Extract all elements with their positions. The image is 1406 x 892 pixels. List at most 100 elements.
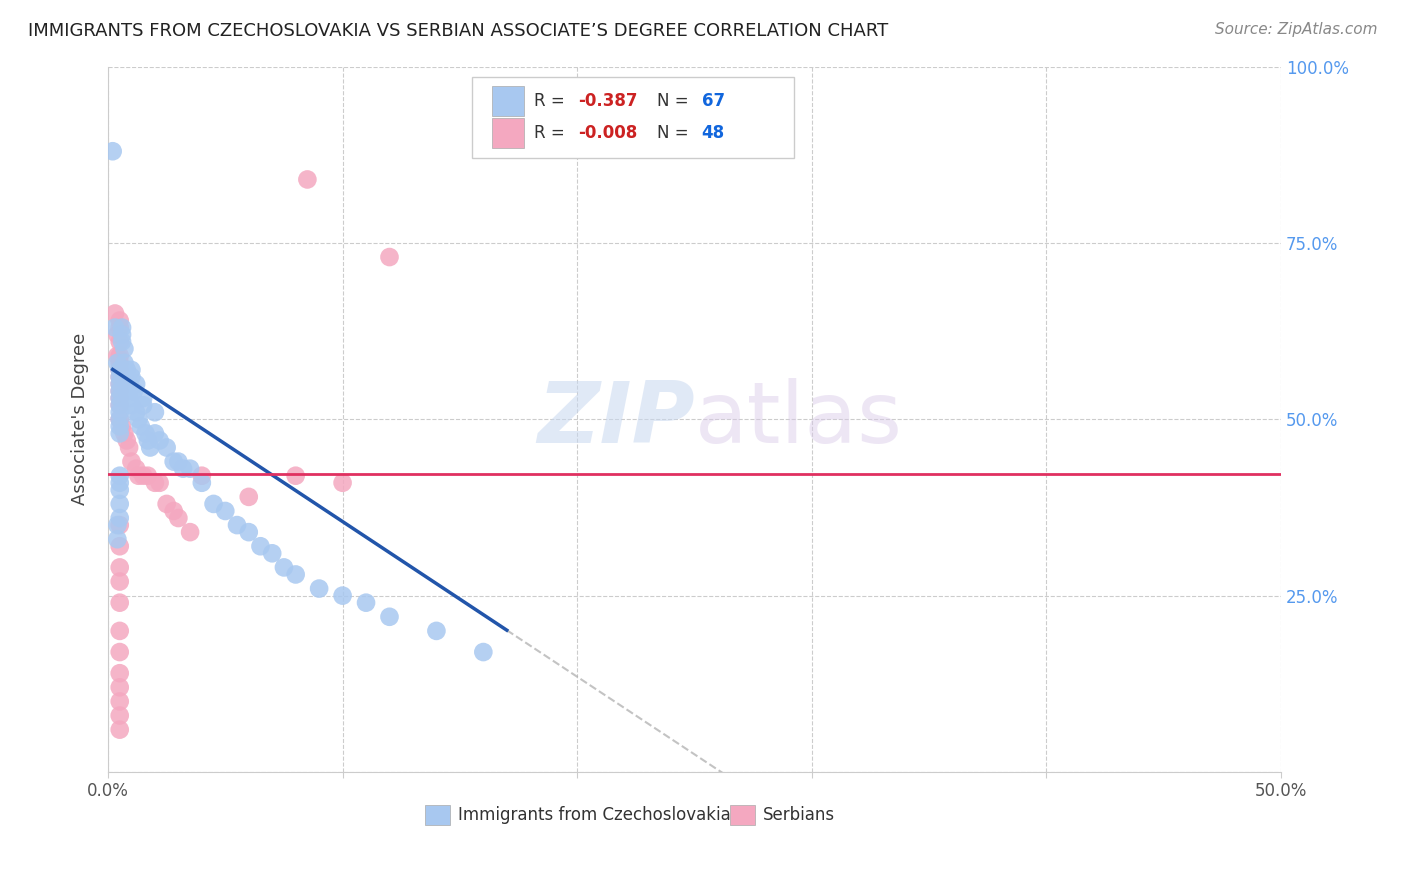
Y-axis label: Associate's Degree: Associate's Degree <box>72 333 89 506</box>
Point <box>191 475 214 490</box>
Point <box>118 391 141 405</box>
Point <box>132 468 155 483</box>
Point <box>108 391 131 405</box>
Point <box>120 370 142 384</box>
Point <box>136 434 159 448</box>
Point <box>108 574 131 589</box>
Point <box>108 384 131 398</box>
Point <box>472 645 495 659</box>
Point <box>108 511 131 525</box>
Point <box>108 370 131 384</box>
Point <box>108 681 131 695</box>
Point <box>108 475 131 490</box>
Point <box>115 434 138 448</box>
Point <box>108 483 131 497</box>
Point <box>136 468 159 483</box>
FancyBboxPatch shape <box>492 118 524 148</box>
Point <box>108 377 131 392</box>
Point <box>111 320 134 334</box>
Point <box>101 145 124 159</box>
Point <box>226 518 249 533</box>
Point <box>108 405 131 419</box>
Point <box>167 454 190 468</box>
Point <box>108 370 131 384</box>
Point <box>108 320 131 334</box>
Point <box>139 441 162 455</box>
Point <box>108 723 131 737</box>
Text: Immigrants from Czechoslovakia: Immigrants from Czechoslovakia <box>457 806 730 824</box>
Point <box>127 412 149 426</box>
Point <box>105 518 128 533</box>
Point <box>262 546 284 560</box>
Point <box>108 596 131 610</box>
Point <box>108 694 131 708</box>
FancyBboxPatch shape <box>730 805 755 825</box>
Point <box>273 560 295 574</box>
Point <box>132 391 155 405</box>
Point <box>111 419 134 434</box>
Point <box>105 327 128 342</box>
Point <box>167 511 190 525</box>
Point <box>108 560 131 574</box>
Text: N =: N = <box>657 124 693 142</box>
Point <box>108 468 131 483</box>
Point <box>143 405 166 419</box>
Point <box>332 589 354 603</box>
Point <box>112 426 135 441</box>
Point <box>156 497 179 511</box>
Text: Serbians: Serbians <box>762 806 835 824</box>
Point <box>111 334 134 349</box>
Point <box>112 370 135 384</box>
Point <box>108 398 131 412</box>
Point <box>108 539 131 553</box>
Point <box>115 377 138 392</box>
Point <box>111 327 134 342</box>
FancyBboxPatch shape <box>492 87 524 116</box>
Point <box>179 461 201 475</box>
Point <box>112 342 135 356</box>
Point <box>115 384 138 398</box>
Text: 48: 48 <box>702 124 724 142</box>
Point <box>108 363 131 377</box>
Point <box>108 419 131 434</box>
Point <box>129 419 152 434</box>
Point <box>120 398 142 412</box>
Point <box>163 504 186 518</box>
Point <box>156 441 179 455</box>
Point <box>120 363 142 377</box>
Point <box>108 708 131 723</box>
Text: -0.387: -0.387 <box>578 92 638 111</box>
Point <box>108 363 131 377</box>
Point <box>108 377 131 392</box>
Point <box>214 504 236 518</box>
Point <box>108 356 131 370</box>
Point <box>108 398 131 412</box>
FancyBboxPatch shape <box>471 78 794 158</box>
Point <box>120 454 142 468</box>
Point <box>104 320 127 334</box>
Point <box>115 363 138 377</box>
Point <box>308 582 330 596</box>
Text: atlas: atlas <box>695 378 903 461</box>
Point <box>179 525 201 540</box>
Point <box>284 468 307 483</box>
Point <box>149 475 172 490</box>
Point <box>108 666 131 681</box>
Point <box>132 398 155 412</box>
Text: ZIP: ZIP <box>537 378 695 461</box>
Point <box>118 441 141 455</box>
Point <box>108 334 131 349</box>
Point <box>284 567 307 582</box>
Point <box>112 356 135 370</box>
Point <box>378 250 401 264</box>
Point <box>125 405 148 419</box>
Point <box>108 384 131 398</box>
Point <box>172 461 194 475</box>
Point <box>332 475 354 490</box>
Point <box>354 596 377 610</box>
Point <box>425 624 447 638</box>
Point <box>238 525 260 540</box>
Point <box>108 412 131 426</box>
Point <box>191 468 214 483</box>
Point <box>108 518 131 533</box>
